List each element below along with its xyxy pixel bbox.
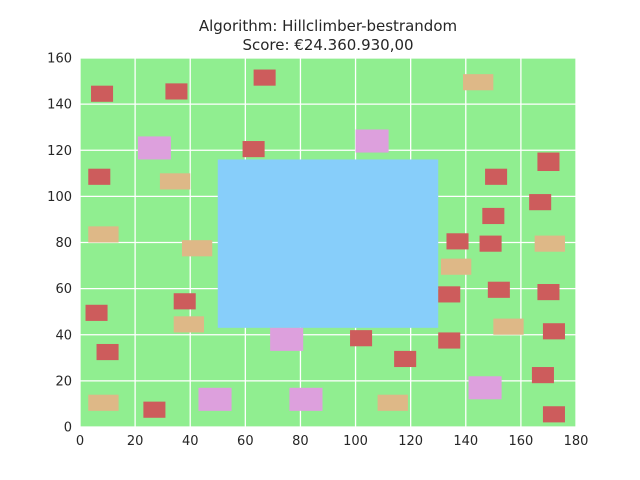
- house-tan: [159, 173, 191, 190]
- y-tick-label: 0: [64, 421, 72, 436]
- house-pink: [468, 376, 502, 400]
- house-red: [91, 85, 114, 102]
- house-red: [537, 152, 560, 172]
- y-tick-label: 40: [55, 328, 72, 343]
- house-tan: [173, 316, 204, 333]
- house-tan: [534, 235, 565, 252]
- chart-subtitle: Score: €24.360.930,00: [242, 36, 413, 54]
- x-tick-label: 40: [182, 434, 199, 449]
- house-tan: [377, 394, 408, 411]
- x-tick-label: 140: [453, 434, 478, 449]
- house-red: [529, 194, 552, 211]
- chart-title: Algorithm: Hillclimber-bestrandom: [199, 17, 457, 35]
- house-red: [438, 332, 461, 349]
- y-tick-label: 100: [47, 190, 72, 205]
- y-tick-label: 160: [47, 52, 72, 67]
- house-pink: [137, 136, 171, 160]
- house-red: [143, 401, 166, 418]
- house-tan: [440, 258, 472, 275]
- house-red: [485, 168, 508, 185]
- house-pink: [289, 387, 323, 411]
- x-tick-label: 0: [76, 434, 84, 449]
- x-axis: 0 20 40 60 80 100 120 140 160 180: [76, 434, 589, 449]
- y-axis: 0 20 40 60 80 100 120 140 160: [47, 52, 72, 436]
- house-pink: [270, 327, 304, 351]
- water-layer: [217, 159, 439, 328]
- house-red: [253, 69, 276, 86]
- house-tan: [181, 240, 213, 257]
- house-red: [96, 343, 119, 361]
- y-tick-label: 140: [47, 98, 72, 113]
- house-red: [438, 286, 461, 303]
- x-tick-label: 20: [127, 434, 144, 449]
- y-tick-label: 80: [55, 236, 72, 251]
- house-layer: [85, 69, 565, 423]
- house-tan: [463, 74, 494, 91]
- house-red: [173, 293, 196, 310]
- house-tan: [88, 226, 119, 243]
- house-red: [350, 330, 373, 347]
- house-red: [482, 207, 505, 225]
- y-tick-label: 20: [55, 374, 72, 389]
- x-tick-label: 180: [564, 434, 589, 449]
- house-tan: [493, 318, 524, 335]
- house-red: [85, 304, 108, 321]
- house-red: [542, 406, 565, 423]
- house-red: [394, 350, 417, 368]
- house-red: [479, 235, 502, 252]
- y-tick-label: 120: [47, 144, 72, 159]
- water-area: [217, 159, 439, 328]
- x-tick-label: 120: [398, 434, 423, 449]
- house-red: [542, 323, 565, 340]
- house-red: [88, 168, 111, 185]
- house-red: [487, 281, 510, 298]
- house-tan: [88, 394, 119, 411]
- house-red: [242, 141, 265, 158]
- x-tick-label: 80: [292, 434, 309, 449]
- x-tick-label: 160: [508, 434, 533, 449]
- house-red: [537, 284, 560, 301]
- house-pink: [198, 387, 232, 411]
- house-red: [531, 367, 554, 384]
- house-pink: [355, 129, 389, 153]
- x-tick-label: 60: [237, 434, 254, 449]
- house-red: [165, 83, 188, 100]
- house-red: [446, 233, 469, 250]
- x-tick-label: 100: [343, 434, 368, 449]
- y-tick-label: 60: [55, 282, 72, 297]
